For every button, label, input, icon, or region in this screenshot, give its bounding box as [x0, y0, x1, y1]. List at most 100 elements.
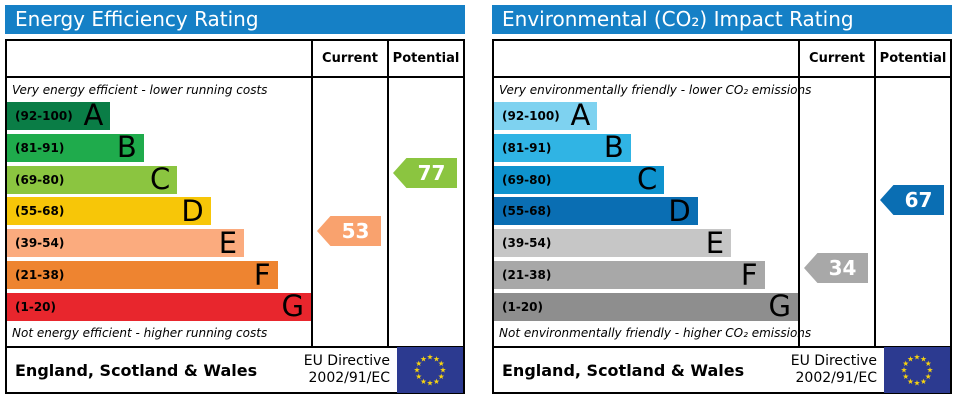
- bottom-caption: Not energy efficient - higher running co…: [12, 326, 268, 340]
- spacer-cell: [494, 41, 798, 76]
- top-caption: Very environmentally friendly - lower CO…: [499, 83, 812, 97]
- column-header-row: Current Potential: [494, 41, 950, 78]
- svg-text:★: ★: [414, 366, 421, 375]
- band-range: (21-38): [15, 268, 65, 283]
- co2-rating-table: Current Potential Very environmentally f…: [492, 39, 952, 394]
- svg-text:★: ★: [927, 366, 934, 375]
- band-b: (81-91) B: [494, 130, 631, 165]
- panel-title: Energy Efficiency Rating: [15, 7, 259, 31]
- potential-rating-value: 77: [417, 161, 446, 185]
- eu-directive-label: EU Directive 2002/91/EC: [791, 353, 884, 387]
- potential-column-header: Potential: [387, 41, 463, 76]
- eu-directive-label: EU Directive 2002/91/EC: [304, 353, 397, 387]
- energy-efficiency-panel: Energy Efficiency Rating Current Potenti…: [5, 5, 465, 394]
- band-range: (39-54): [15, 236, 65, 251]
- band-letter: B: [603, 130, 624, 165]
- band-letter: G: [768, 289, 791, 324]
- rating-bands: (92-100) A (81-91) B (69-80) C (55-68): [494, 99, 798, 324]
- band-range: (1-20): [15, 299, 56, 314]
- eu-flag-icon: ★ ★ ★★ ★★ ★★ ★★ ★★: [884, 347, 950, 393]
- band-c: (69-80) C: [494, 165, 665, 194]
- svg-text:★: ★: [901, 366, 908, 375]
- epc-rating-charts: Energy Efficiency Rating Current Potenti…: [5, 5, 952, 394]
- rating-scale-area: Very environmentally friendly - lower CO…: [494, 78, 812, 346]
- band-a: (92-100) A: [494, 98, 598, 133]
- svg-text:★: ★: [920, 354, 927, 363]
- band-d: (55-68) D: [494, 193, 698, 228]
- band-a: (92-100) A: [7, 98, 111, 133]
- band-letter: E: [218, 225, 238, 260]
- bottom-caption: Not environmentally friendly - higher CO…: [499, 326, 812, 340]
- band-e: (39-54) E: [7, 225, 245, 260]
- band-b: (81-91) B: [7, 130, 144, 165]
- band-range: (21-38): [502, 268, 552, 283]
- environmental-impact-title-bar: Environmental (CO₂) Impact Rating: [492, 5, 952, 34]
- band-range: (92-100): [15, 108, 73, 123]
- band-range: (69-80): [502, 172, 552, 187]
- svg-text:★: ★: [440, 366, 447, 375]
- band-range: (55-68): [15, 204, 65, 219]
- energy-efficiency-title-bar: Energy Efficiency Rating: [5, 5, 465, 34]
- svg-text:★: ★: [433, 354, 440, 363]
- current-column-header: Current: [311, 41, 387, 76]
- band-d: (55-68) D: [7, 193, 211, 228]
- svg-text:★: ★: [907, 377, 914, 386]
- svg-text:★: ★: [415, 372, 422, 381]
- band-range: (81-91): [15, 140, 65, 155]
- eu-flag-icon: ★ ★ ★★ ★★ ★★ ★★ ★★: [397, 347, 463, 393]
- eu-directive-line1: EU Directive: [790, 353, 877, 370]
- svg-text:★: ★: [427, 353, 434, 362]
- current-rating-value: 53: [341, 219, 370, 243]
- band-c: (69-80) C: [7, 162, 178, 197]
- band-e: (39-54) E: [494, 225, 732, 260]
- band-letter: E: [705, 225, 725, 260]
- svg-text:★: ★: [415, 359, 422, 368]
- current-column-header: Current: [798, 41, 874, 76]
- svg-text:★: ★: [920, 377, 927, 386]
- band-letter: D: [181, 193, 204, 228]
- region-label: England, Scotland & Wales: [502, 360, 745, 380]
- band-f: (21-38) F: [494, 260, 765, 290]
- current-value-column: 34: [798, 78, 874, 346]
- potential-rating-arrow: 77: [393, 158, 457, 188]
- rating-scale-area: Very energy efficient - lower running co…: [7, 78, 311, 346]
- potential-value-column: 67: [874, 78, 950, 346]
- spacer-cell: [7, 41, 311, 76]
- band-letter: A: [83, 98, 104, 133]
- region-label: England, Scotland & Wales: [15, 360, 258, 380]
- eu-directive-line1: EU Directive: [303, 353, 390, 370]
- current-value-column: 53: [311, 78, 387, 346]
- band-range: (55-68): [502, 204, 552, 219]
- panel-title: Environmental (CO₂) Impact Rating: [502, 7, 854, 31]
- band-letter: G: [281, 289, 304, 324]
- svg-text:★: ★: [433, 377, 440, 386]
- eu-directive-line2: 2002/91/EC: [308, 370, 391, 386]
- band-range: (39-54): [502, 236, 552, 251]
- svg-text:★: ★: [420, 377, 427, 386]
- svg-text:★: ★: [420, 354, 427, 363]
- band-letter: A: [570, 98, 591, 133]
- potential-column-header: Potential: [874, 41, 950, 76]
- svg-text:★: ★: [914, 379, 921, 388]
- table-footer: England, Scotland & Wales EU Directive 2…: [494, 346, 950, 393]
- band-letter: C: [149, 162, 171, 197]
- current-rating-value: 34: [828, 256, 857, 280]
- rating-body: Very environmentally friendly - lower CO…: [494, 78, 950, 346]
- rating-bands: (92-100) A (81-91) B (69-80) C (55-68): [7, 99, 311, 324]
- svg-text:★: ★: [427, 379, 434, 388]
- svg-text:★: ★: [438, 359, 445, 368]
- current-rating-arrow: 34: [804, 253, 868, 283]
- environmental-impact-panel: Environmental (CO₂) Impact Rating Curren…: [492, 5, 952, 394]
- current-rating-arrow: 53: [317, 216, 381, 246]
- svg-text:★: ★: [914, 353, 921, 362]
- svg-text:★: ★: [907, 354, 914, 363]
- band-letter: B: [116, 130, 137, 165]
- potential-rating-value: 67: [904, 188, 933, 212]
- band-letter: D: [668, 193, 691, 228]
- svg-text:★: ★: [925, 359, 932, 368]
- table-footer: England, Scotland & Wales EU Directive 2…: [7, 346, 463, 393]
- band-g: (1-20) G: [7, 289, 311, 324]
- rating-body: Very energy efficient - lower running co…: [7, 78, 463, 346]
- svg-text:★: ★: [902, 359, 909, 368]
- svg-text:★: ★: [438, 372, 445, 381]
